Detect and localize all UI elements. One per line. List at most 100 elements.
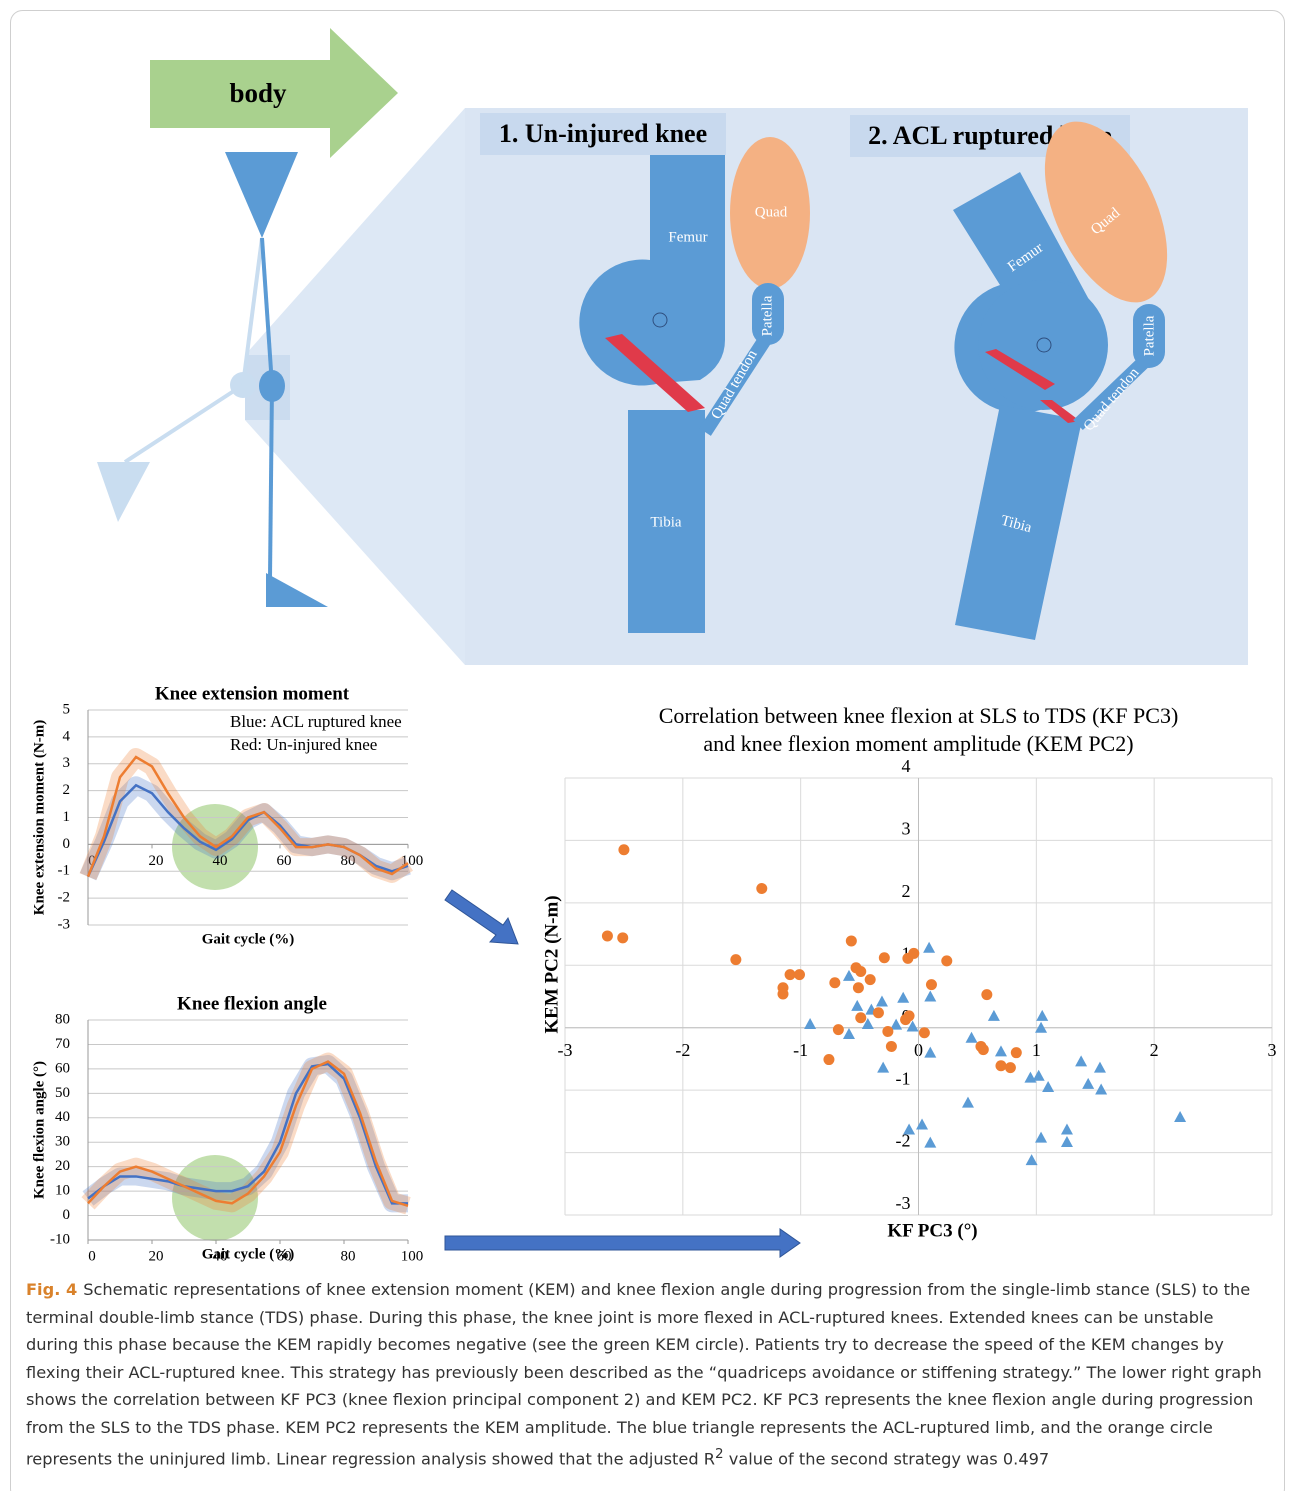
- point: [1036, 1010, 1048, 1021]
- point: [886, 1041, 897, 1052]
- x-tick-label: -1: [793, 1040, 808, 1060]
- body-label: body: [229, 78, 287, 108]
- point: [981, 989, 992, 1000]
- point: [1075, 1055, 1087, 1066]
- point: [1042, 1081, 1054, 1092]
- point: [903, 1123, 915, 1134]
- point: [919, 1027, 930, 1038]
- y-tick-label: 60: [55, 1060, 70, 1076]
- y-tick-label: 4: [63, 728, 71, 744]
- point: [1094, 1062, 1106, 1073]
- point: [730, 954, 741, 965]
- point: [794, 969, 805, 980]
- caption-label: Fig. 4: [26, 1280, 77, 1299]
- caption-text: Schematic representations of knee extens…: [26, 1280, 1262, 1468]
- y-tick-label: 3: [902, 819, 911, 839]
- x-tick-label: 20: [149, 853, 164, 869]
- chart-title: and knee flexion moment amplitude (KEM P…: [703, 731, 1133, 756]
- leg-ghost: [125, 385, 243, 462]
- femur-label: Femur: [668, 229, 707, 245]
- y-tick-label: 40: [55, 1109, 70, 1125]
- point: [777, 989, 788, 1000]
- y-tick-label: -10: [50, 1231, 70, 1247]
- point: [1033, 1070, 1045, 1081]
- y-tick-label: -2: [58, 890, 71, 906]
- y-tick-label: 3: [63, 755, 71, 771]
- y-tick-label: 5: [63, 701, 71, 717]
- point: [876, 995, 888, 1006]
- x-axis-label: Gait cycle (%): [202, 1246, 294, 1262]
- chart-title: Correlation between knee flexion at SLS …: [659, 703, 1179, 728]
- point: [1035, 1132, 1047, 1143]
- point: [1082, 1078, 1094, 1089]
- point: [995, 1060, 1006, 1071]
- x-tick-label: 2: [1150, 1040, 1159, 1060]
- point: [926, 979, 937, 990]
- quad-label: Quad: [755, 204, 788, 220]
- point: [908, 948, 919, 959]
- legend-entry: Blue: ACL ruptured knee: [230, 712, 402, 731]
- point: [916, 1118, 928, 1129]
- point: [995, 1045, 1007, 1056]
- patella-label: Patella: [759, 295, 775, 336]
- point: [988, 1010, 1000, 1021]
- point: [941, 955, 952, 966]
- patella-label: Patella: [1141, 315, 1157, 356]
- x-tick-label: 60: [277, 853, 292, 869]
- point: [923, 942, 935, 953]
- y-tick-label: 2: [63, 782, 71, 798]
- y-tick-label: 20: [55, 1158, 70, 1174]
- link-arrow: [445, 890, 518, 944]
- x-tick-label: 0: [88, 1248, 96, 1264]
- figure: body 1. Un-injured knee Quad Femur Patel…: [0, 0, 1295, 1491]
- knee: [259, 370, 285, 402]
- chart-title: Knee flexion angle: [177, 993, 327, 1014]
- point: [855, 966, 866, 977]
- y-tick-label: 4: [902, 756, 911, 776]
- point: [873, 1007, 884, 1018]
- point: [962, 1097, 974, 1108]
- link-arrow: [445, 1229, 800, 1257]
- point: [617, 932, 628, 943]
- point: [853, 982, 864, 993]
- point: [924, 991, 936, 1002]
- y-tick-label: 0: [63, 836, 71, 852]
- shank: [270, 385, 272, 578]
- x-tick-label: 100: [401, 1248, 424, 1264]
- x-tick-label: 3: [1268, 1040, 1277, 1060]
- point: [843, 1028, 855, 1039]
- y-tick-label: -1: [896, 1068, 911, 1088]
- foot: [266, 573, 328, 607]
- point: [804, 1018, 816, 1029]
- point: [1095, 1084, 1107, 1095]
- point: [924, 1047, 936, 1058]
- legend-entry: Red: Un-injured knee: [230, 735, 377, 754]
- panel-title: 1. Un-injured knee: [499, 119, 707, 148]
- y-tick-label: 50: [55, 1085, 70, 1101]
- point: [877, 1062, 889, 1073]
- y-tick-label: -3: [896, 1193, 911, 1213]
- tibia-label: Tibia: [650, 514, 681, 530]
- point: [1061, 1136, 1073, 1147]
- x-tick-label: -3: [558, 1040, 573, 1060]
- point: [823, 1054, 834, 1065]
- chart-title: Knee extension moment: [155, 683, 350, 704]
- x-tick-label: 1: [1032, 1040, 1041, 1060]
- point: [1026, 1154, 1038, 1165]
- y-tick-label: 70: [55, 1036, 70, 1052]
- page: body 1. Un-injured knee Quad Femur Patel…: [0, 0, 1295, 1491]
- femur-condyle: [978, 280, 1108, 410]
- point: [756, 883, 767, 894]
- point: [924, 1137, 936, 1148]
- point: [851, 1000, 863, 1011]
- x-tick-label: -2: [675, 1040, 690, 1060]
- point: [1024, 1072, 1036, 1083]
- y-tick-label: 2: [902, 881, 911, 901]
- point: [846, 935, 857, 946]
- point: [865, 974, 876, 985]
- x-tick-label: 20: [149, 1248, 164, 1264]
- caption-text-end: value of the second strategy was 0.497: [724, 1449, 1050, 1468]
- point: [1174, 1111, 1186, 1122]
- x-axis-label: KF PC3 (°): [887, 1220, 977, 1241]
- y-tick-label: 0: [63, 1207, 71, 1223]
